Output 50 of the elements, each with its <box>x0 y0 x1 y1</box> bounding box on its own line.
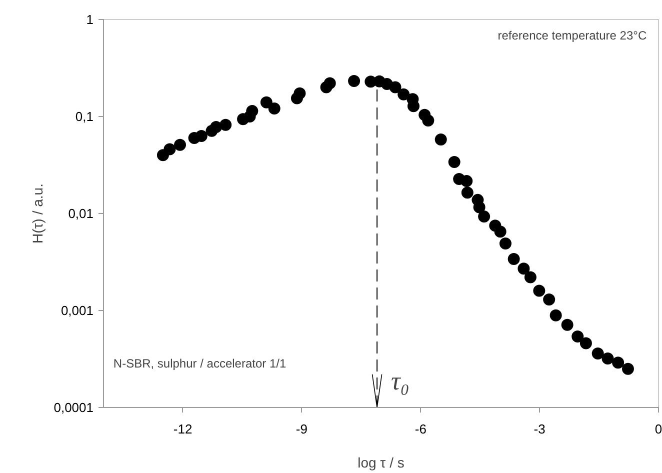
point <box>592 348 604 360</box>
point <box>195 130 208 142</box>
x-axis-title: log τ / s <box>358 454 404 470</box>
point <box>550 309 562 322</box>
point <box>260 96 272 108</box>
y-tick-label: 1 <box>86 12 94 27</box>
point <box>478 210 490 223</box>
point <box>602 352 614 364</box>
ref-line-label: τ₀ <box>391 366 410 396</box>
point <box>389 81 402 94</box>
point <box>246 104 258 117</box>
point <box>518 262 530 275</box>
x-tick-label: -6 <box>414 422 426 436</box>
point <box>461 186 474 199</box>
point <box>324 77 336 90</box>
x-tick-label: 0 <box>654 422 662 436</box>
point <box>422 114 434 126</box>
point <box>164 143 176 156</box>
y-tick-label: 0,0001 <box>54 400 94 415</box>
point <box>561 318 574 331</box>
point <box>612 356 624 369</box>
point <box>210 120 222 133</box>
point <box>499 238 512 250</box>
point <box>524 271 536 284</box>
y-tick-label: 0,01 <box>68 206 94 221</box>
point <box>533 284 546 297</box>
point <box>434 133 447 146</box>
point <box>348 75 360 88</box>
point <box>580 337 592 350</box>
point <box>622 362 634 375</box>
point <box>174 138 186 151</box>
annotation: N-SBR, sulphur / accelerator 1/1 <box>113 356 286 371</box>
x-tick-label: -3 <box>534 422 546 436</box>
point <box>220 118 232 131</box>
point <box>448 156 460 168</box>
y-tick-label: 0,001 <box>60 303 94 318</box>
point <box>508 252 520 265</box>
point <box>460 175 473 188</box>
point <box>294 87 306 100</box>
point <box>494 226 506 238</box>
point <box>268 102 280 114</box>
annotation: reference temperature 23°C <box>498 28 647 42</box>
point <box>543 293 556 306</box>
y-axis-title: H(τ) / a.u. <box>30 183 46 244</box>
point <box>473 201 486 214</box>
x-tick-label: -12 <box>173 422 192 436</box>
x-tick-label: -9 <box>296 422 308 436</box>
y-tick-label: 0,1 <box>75 109 94 124</box>
point <box>572 330 584 342</box>
point <box>398 88 410 100</box>
